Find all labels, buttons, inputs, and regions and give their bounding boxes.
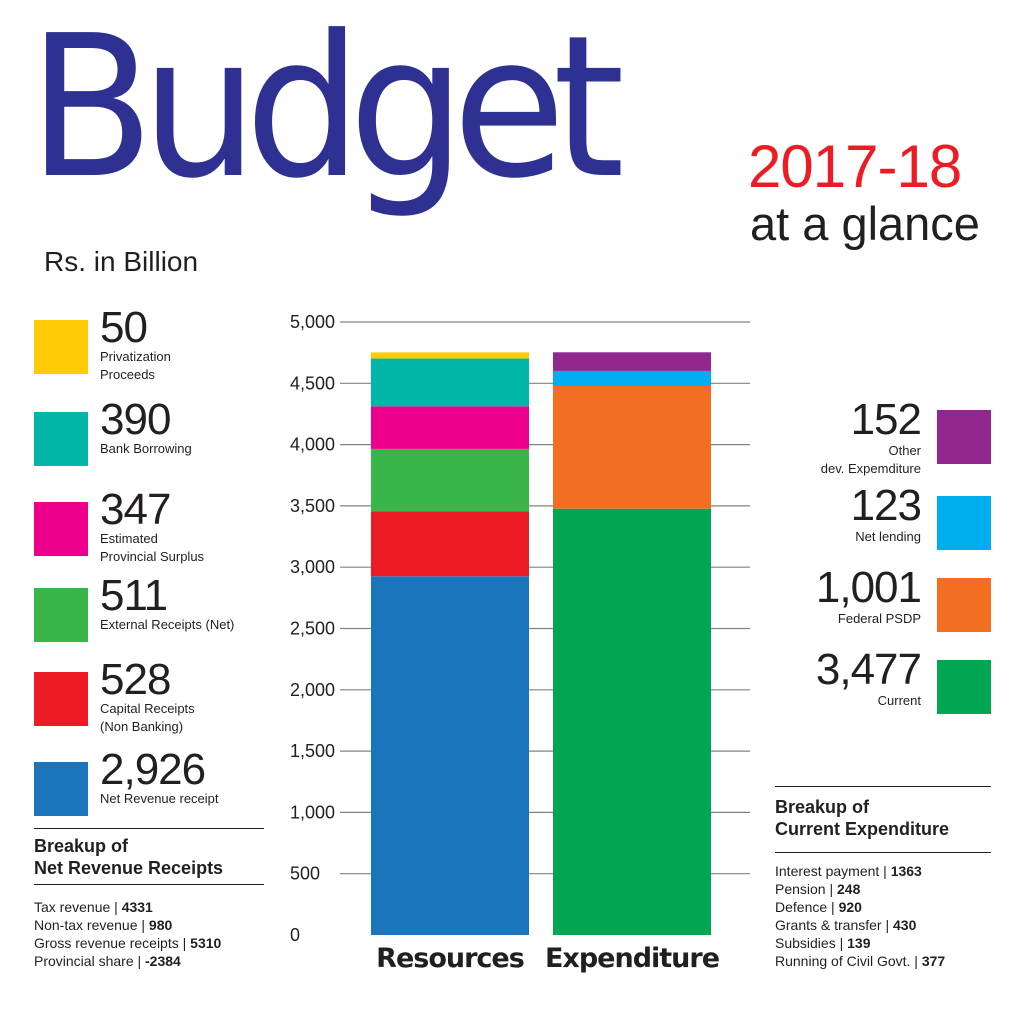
legend-label: External Receipts (Net) bbox=[100, 617, 235, 632]
list-item: Grants & transfer | 430 bbox=[775, 917, 917, 933]
units-label: Rs. in Billion bbox=[44, 246, 199, 277]
legend-label: Estimated Provincial Surplus bbox=[100, 531, 205, 564]
budget-year: 2017-18 bbox=[748, 133, 962, 200]
legend-value: 2,926 bbox=[100, 745, 206, 794]
legend-value: 50 bbox=[100, 303, 148, 352]
y-tick-label: 3,000 bbox=[290, 557, 335, 577]
y-tick-label: 1,500 bbox=[290, 741, 335, 761]
legend-swatch bbox=[937, 578, 991, 632]
legend-swatch bbox=[937, 496, 991, 550]
legend-swatch bbox=[34, 412, 88, 466]
list-item: Pension | 248 bbox=[775, 881, 861, 897]
current-expenditure-breakup-list: Interest payment | 1363 Pension | 248 De… bbox=[775, 862, 945, 970]
page-subtitle: at a glance bbox=[750, 197, 980, 250]
legend-label: Other dev. Expemditure bbox=[820, 443, 921, 476]
divider bbox=[34, 884, 264, 885]
bar-segment bbox=[553, 370, 711, 386]
legend-swatch bbox=[34, 502, 88, 556]
legend-value: 123 bbox=[850, 481, 922, 530]
category-label: Resources bbox=[376, 943, 524, 974]
bar-segment bbox=[371, 352, 529, 359]
bar-segment bbox=[553, 508, 711, 935]
page-title: Budget bbox=[28, 0, 625, 222]
y-tick-label: 3,500 bbox=[290, 496, 335, 516]
y-tick-label: 4,000 bbox=[290, 435, 335, 455]
bar-segment bbox=[371, 511, 529, 577]
legend-swatch bbox=[937, 410, 991, 464]
legend-value: 511 bbox=[100, 571, 168, 620]
legend-label: Capital Receipts (Non Banking) bbox=[100, 701, 195, 734]
y-tick-label: 500 bbox=[290, 864, 320, 884]
current-expenditure-breakup-heading: Breakup of Current Expenditure bbox=[775, 797, 950, 839]
legend-item-other-dev-expenditure: 152 Other dev. Expemditure bbox=[760, 398, 991, 480]
legend-label: Current bbox=[877, 693, 921, 708]
list-item: Subsidies | 139 bbox=[775, 935, 871, 951]
legend-item-net-revenue: 2,926 Net Revenue receipt bbox=[34, 748, 274, 818]
legend-swatch bbox=[34, 588, 88, 642]
legend-item-bank-borrowing: 390 Bank Borrowing bbox=[34, 398, 274, 472]
stacked-bar-chart: 0 500 1,000 1,500 2,000 2,500 3,000 3,500 4,000 4… bbox=[290, 312, 750, 974]
legend-value: 3,477 bbox=[815, 645, 922, 694]
legend-swatch bbox=[937, 660, 991, 714]
legend-label: Privatization Proceeds bbox=[100, 349, 171, 382]
legend-item-net-lending: 123 Net lending bbox=[760, 484, 991, 556]
y-tick-label: 5,000 bbox=[290, 312, 335, 332]
legend-swatch bbox=[34, 762, 88, 816]
legend-label: Bank Borrowing bbox=[100, 441, 192, 456]
y-tick-label: 2,000 bbox=[290, 680, 335, 700]
legend-value: 390 bbox=[100, 395, 171, 444]
list-item: Tax revenue | 4331 bbox=[34, 899, 153, 915]
category-label: Expenditure bbox=[545, 943, 719, 974]
legend-swatch bbox=[34, 320, 88, 374]
legend-item-federal-psdp: 1,001 Federal PSDP bbox=[760, 566, 991, 638]
bar-segment bbox=[371, 358, 529, 407]
y-tick-label: 0 bbox=[290, 925, 300, 945]
legend-label: Net lending bbox=[855, 529, 921, 544]
bar-segment bbox=[371, 406, 529, 449]
net-revenue-breakup-heading: Breakup of Net Revenue Receipts bbox=[34, 836, 224, 878]
legend-value: 347 bbox=[100, 485, 171, 534]
legend-item-external-receipts: 511 External Receipts (Net) bbox=[34, 574, 274, 648]
list-item: Running of Civil Govt. | 377 bbox=[775, 953, 946, 969]
legend-value: 152 bbox=[850, 395, 922, 444]
legend-item-privatization: 50 Privatization Proceeds bbox=[34, 306, 274, 390]
divider bbox=[34, 828, 264, 829]
bar-segment bbox=[371, 576, 529, 935]
list-item: Interest payment | 1363 bbox=[775, 863, 922, 879]
legend-label: Federal PSDP bbox=[837, 611, 921, 626]
net-revenue-breakup-list: Tax revenue | 4331 Non-tax revenue | 980… bbox=[34, 898, 221, 970]
bar-segment bbox=[553, 385, 711, 509]
legend-value: 1,001 bbox=[815, 563, 922, 612]
divider bbox=[775, 852, 991, 853]
list-item: Non-tax revenue | 980 bbox=[34, 917, 173, 933]
y-tick-label: 2,500 bbox=[290, 619, 335, 639]
legend-label: Net Revenue receipt bbox=[100, 791, 219, 806]
legend-item-current: 3,477 Current bbox=[760, 648, 991, 720]
legend-item-provincial-surplus: 347 Estimated Provincial Surplus bbox=[34, 488, 274, 572]
bar-segment bbox=[371, 448, 529, 512]
legend-swatch bbox=[34, 672, 88, 726]
list-item: Gross revenue receipts | 5310 bbox=[34, 935, 222, 951]
divider bbox=[775, 786, 991, 787]
bar-segment bbox=[553, 352, 711, 371]
y-tick-label: 4,500 bbox=[290, 373, 335, 393]
list-item: Provincial share | -2384 bbox=[34, 953, 181, 969]
legend-value: 528 bbox=[100, 655, 171, 704]
list-item: Defence | 920 bbox=[775, 899, 862, 915]
y-tick-label: 1,000 bbox=[290, 802, 335, 822]
legend-item-capital-receipts: 528 Capital Receipts (Non Banking) bbox=[34, 658, 274, 742]
